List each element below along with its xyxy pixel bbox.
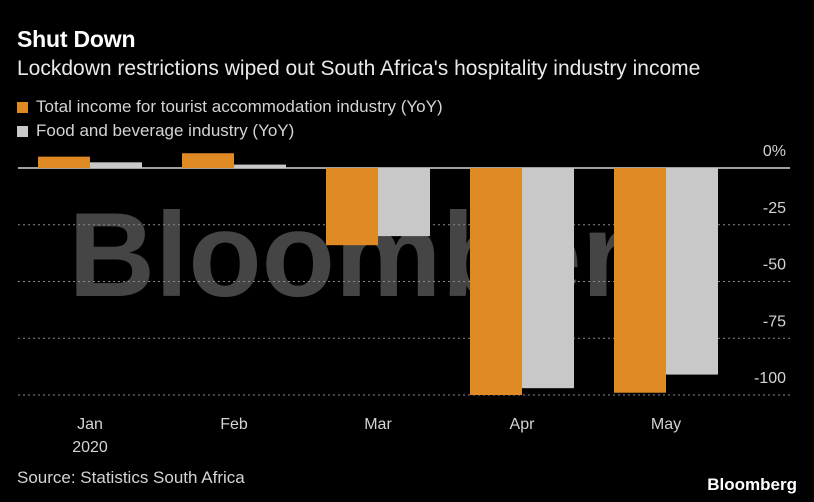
y-tick-label: 0% bbox=[763, 143, 786, 160]
legend-swatch-food-beverage bbox=[17, 125, 28, 137]
bar-accommodation-may bbox=[614, 168, 666, 393]
legend-label-food-beverage: Food and beverage industry (YoY) bbox=[36, 121, 295, 140]
x-tick-label: Apr bbox=[510, 416, 536, 433]
y-tick-label: -25 bbox=[763, 200, 786, 217]
bar-food-beverage-apr bbox=[522, 168, 574, 389]
bar-food-beverage-may bbox=[666, 168, 718, 375]
bars bbox=[38, 153, 718, 395]
x-tick-label: Jan bbox=[77, 416, 103, 433]
bar-accommodation-feb bbox=[182, 153, 234, 168]
y-axis-ticks: 0% -25 -50 -75 -100 bbox=[754, 143, 786, 387]
x-tick-label: May bbox=[651, 416, 681, 433]
legend-label-accommodation: Total income for tourist accommodation i… bbox=[36, 97, 443, 116]
legend-swatch-accommodation bbox=[17, 101, 28, 113]
y-tick-label: -75 bbox=[763, 313, 786, 330]
y-tick-label: -100 bbox=[754, 370, 786, 387]
chart-subtitle: Lockdown restrictions wiped out South Af… bbox=[17, 57, 701, 80]
x-tick-label: Mar bbox=[364, 416, 392, 433]
bar-food-beverage-feb bbox=[234, 164, 286, 168]
bloomberg-logo: Bloomberg bbox=[707, 475, 797, 494]
bar-food-beverage-jan bbox=[90, 162, 142, 168]
bar-accommodation-mar bbox=[326, 168, 378, 246]
legend-item-accommodation: Total income for tourist accommodation i… bbox=[17, 95, 443, 119]
x-tick-sublabel: 2020 bbox=[72, 439, 108, 456]
x-axis-ticks: Jan 2020 Feb Mar Apr May bbox=[72, 416, 681, 456]
bar-accommodation-apr bbox=[470, 168, 522, 395]
legend: Total income for tourist accommodation i… bbox=[17, 95, 443, 143]
chart-title: Shut Down bbox=[17, 26, 136, 52]
x-tick-label: Feb bbox=[220, 416, 248, 433]
bar-accommodation-jan bbox=[38, 156, 90, 168]
y-tick-label: -50 bbox=[763, 257, 786, 274]
source-note: Source: Statistics South Africa bbox=[17, 468, 245, 487]
legend-item-food-beverage: Food and beverage industry (YoY) bbox=[17, 119, 443, 143]
bar-food-beverage-mar bbox=[378, 168, 430, 237]
